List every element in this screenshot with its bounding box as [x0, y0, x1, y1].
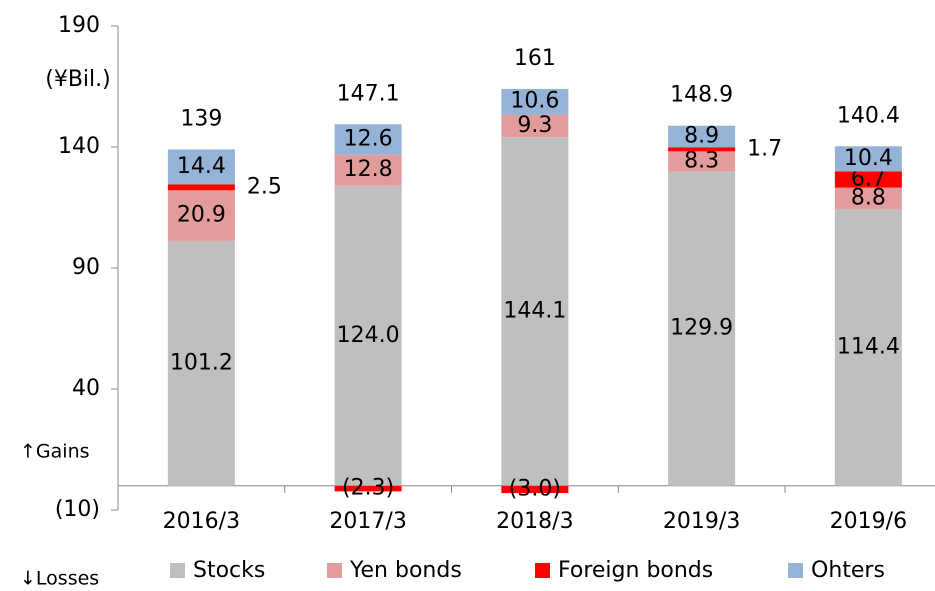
bar-segment: [334, 124, 402, 155]
y-tick-label: 40: [72, 376, 100, 401]
total-label: 148.9: [670, 83, 733, 108]
bar-segment: [834, 187, 902, 209]
value-label: 10.6: [510, 89, 559, 114]
value-label: 114.4: [837, 334, 900, 359]
bar-segment: [834, 171, 902, 188]
legend-label: Foreign bonds: [558, 558, 713, 583]
bar-segment: [501, 137, 569, 486]
value-label: 124.0: [337, 323, 400, 348]
legend-label: Ohters: [811, 558, 885, 583]
value-label: 8.3: [684, 148, 719, 173]
value-label: (3.0): [509, 476, 561, 501]
value-label: 129.9: [670, 316, 733, 341]
y-tick-label: 90: [72, 255, 100, 280]
legend-label: Stocks: [193, 558, 265, 583]
legend-label: Yen bonds: [349, 558, 462, 583]
legend-swatch: [535, 563, 550, 578]
y-unit: (¥Bil.): [45, 67, 110, 92]
value-label: 144.1: [503, 298, 566, 323]
bar-segment: [668, 147, 736, 152]
bar-segment: [501, 114, 569, 138]
x-tick-label: 2016/3: [163, 509, 240, 534]
bar-segment: [167, 149, 235, 185]
value-label: 8.8: [851, 185, 886, 210]
x-tick-label: 2018/3: [496, 509, 573, 534]
value-label: 14.4: [177, 154, 226, 179]
bar-segment: [668, 125, 736, 148]
gains-note: ↑Gains: [20, 441, 90, 463]
bar-segment: [834, 208, 902, 486]
bar-segment: [167, 190, 235, 241]
total-label: 161: [514, 46, 556, 71]
value-label: 1.7: [747, 136, 782, 161]
total-label: 147.1: [337, 81, 400, 106]
bar-segment: [501, 88, 569, 115]
value-label: (2.3): [342, 476, 394, 501]
bar-segment: [668, 151, 736, 172]
x-tick-label: 2019/6: [830, 509, 907, 534]
value-label: 2.5: [247, 174, 282, 199]
bar-segment: [334, 154, 402, 186]
legend-swatch: [327, 563, 342, 578]
x-tick-label: 2019/3: [663, 509, 740, 534]
legend-swatch: [788, 563, 803, 578]
legend-swatch: [170, 563, 185, 578]
bar-segment: [167, 240, 235, 486]
total-label: 140.4: [837, 103, 900, 128]
bar-segment: [167, 184, 235, 191]
bar-segment: [501, 485, 569, 494]
bar-segment: [668, 171, 736, 486]
losses-note: ↓Losses: [20, 568, 99, 590]
x-tick-label: 2017/3: [329, 509, 406, 534]
value-label: 12.8: [344, 157, 393, 182]
value-label: 12.6: [344, 126, 393, 151]
y-tick-label: (10): [55, 497, 100, 522]
value-label: 20.9: [177, 203, 226, 228]
total-label: 139: [180, 106, 222, 131]
y-tick-label: 140: [58, 134, 100, 159]
y-tick-label: 190: [58, 13, 100, 38]
bar-segment: [334, 185, 402, 486]
value-label: 9.3: [517, 113, 552, 138]
bar-segment: [334, 485, 402, 492]
value-label: 8.9: [684, 123, 719, 148]
bar-segment: [834, 146, 902, 172]
value-label: 10.4: [844, 146, 893, 171]
value-label: 101.2: [170, 350, 233, 375]
